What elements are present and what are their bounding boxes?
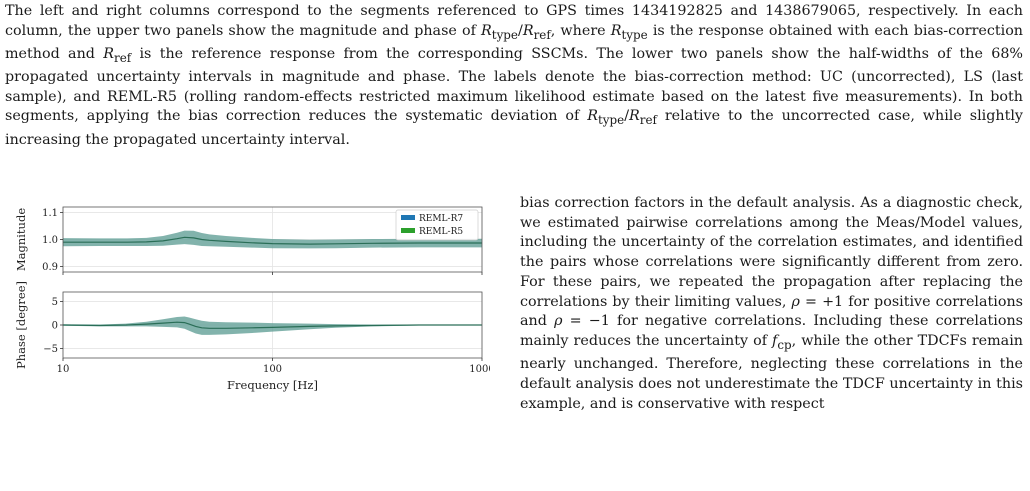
y-tick-label: 1.1 xyxy=(42,208,58,219)
x-tick-label: 100 xyxy=(263,364,282,375)
y-tick-label: 1.0 xyxy=(42,235,58,246)
series-line xyxy=(62,321,482,329)
x-tick-label: 10 xyxy=(57,364,70,375)
y-axis-label: Phase [degree] xyxy=(14,281,28,369)
body-text: bias correction factors in the default a… xyxy=(520,194,1023,415)
y-tick-label: −5 xyxy=(43,344,58,355)
y-axis-label: Magnitude xyxy=(14,208,28,271)
figure-caption: The left and right columns correspond to… xyxy=(5,2,1023,150)
legend-label: REML-R5 xyxy=(419,227,463,237)
legend-label: REML-R7 xyxy=(419,214,463,224)
legend-swatch xyxy=(401,228,415,233)
y-tick-label: 0 xyxy=(52,321,58,332)
x-axis-label: Frequency [Hz] xyxy=(227,378,318,392)
x-tick-label: 1000 xyxy=(469,364,490,375)
body-paragraph: bias correction factors in the default a… xyxy=(520,195,1023,412)
magnitude-phase-chart: 0.9 1.0 1.1 Magnitude 5 0 −5 Phase [degree] 10 10… xyxy=(14,206,490,392)
y-tick-label: 5 xyxy=(52,297,58,308)
legend-swatch xyxy=(401,215,415,220)
y-tick-label: 0.9 xyxy=(42,262,58,273)
uncertainty-band xyxy=(63,230,482,249)
series-line xyxy=(63,236,482,245)
uncertainty-band xyxy=(63,316,482,335)
caption-text: The left and right columns correspond to… xyxy=(5,3,1024,148)
legend-box xyxy=(395,209,479,241)
figure-plot: 0.9 1.0 1.1 Magnitude 5 0 −5 Phase [degree] 10 10… xyxy=(0,196,490,491)
